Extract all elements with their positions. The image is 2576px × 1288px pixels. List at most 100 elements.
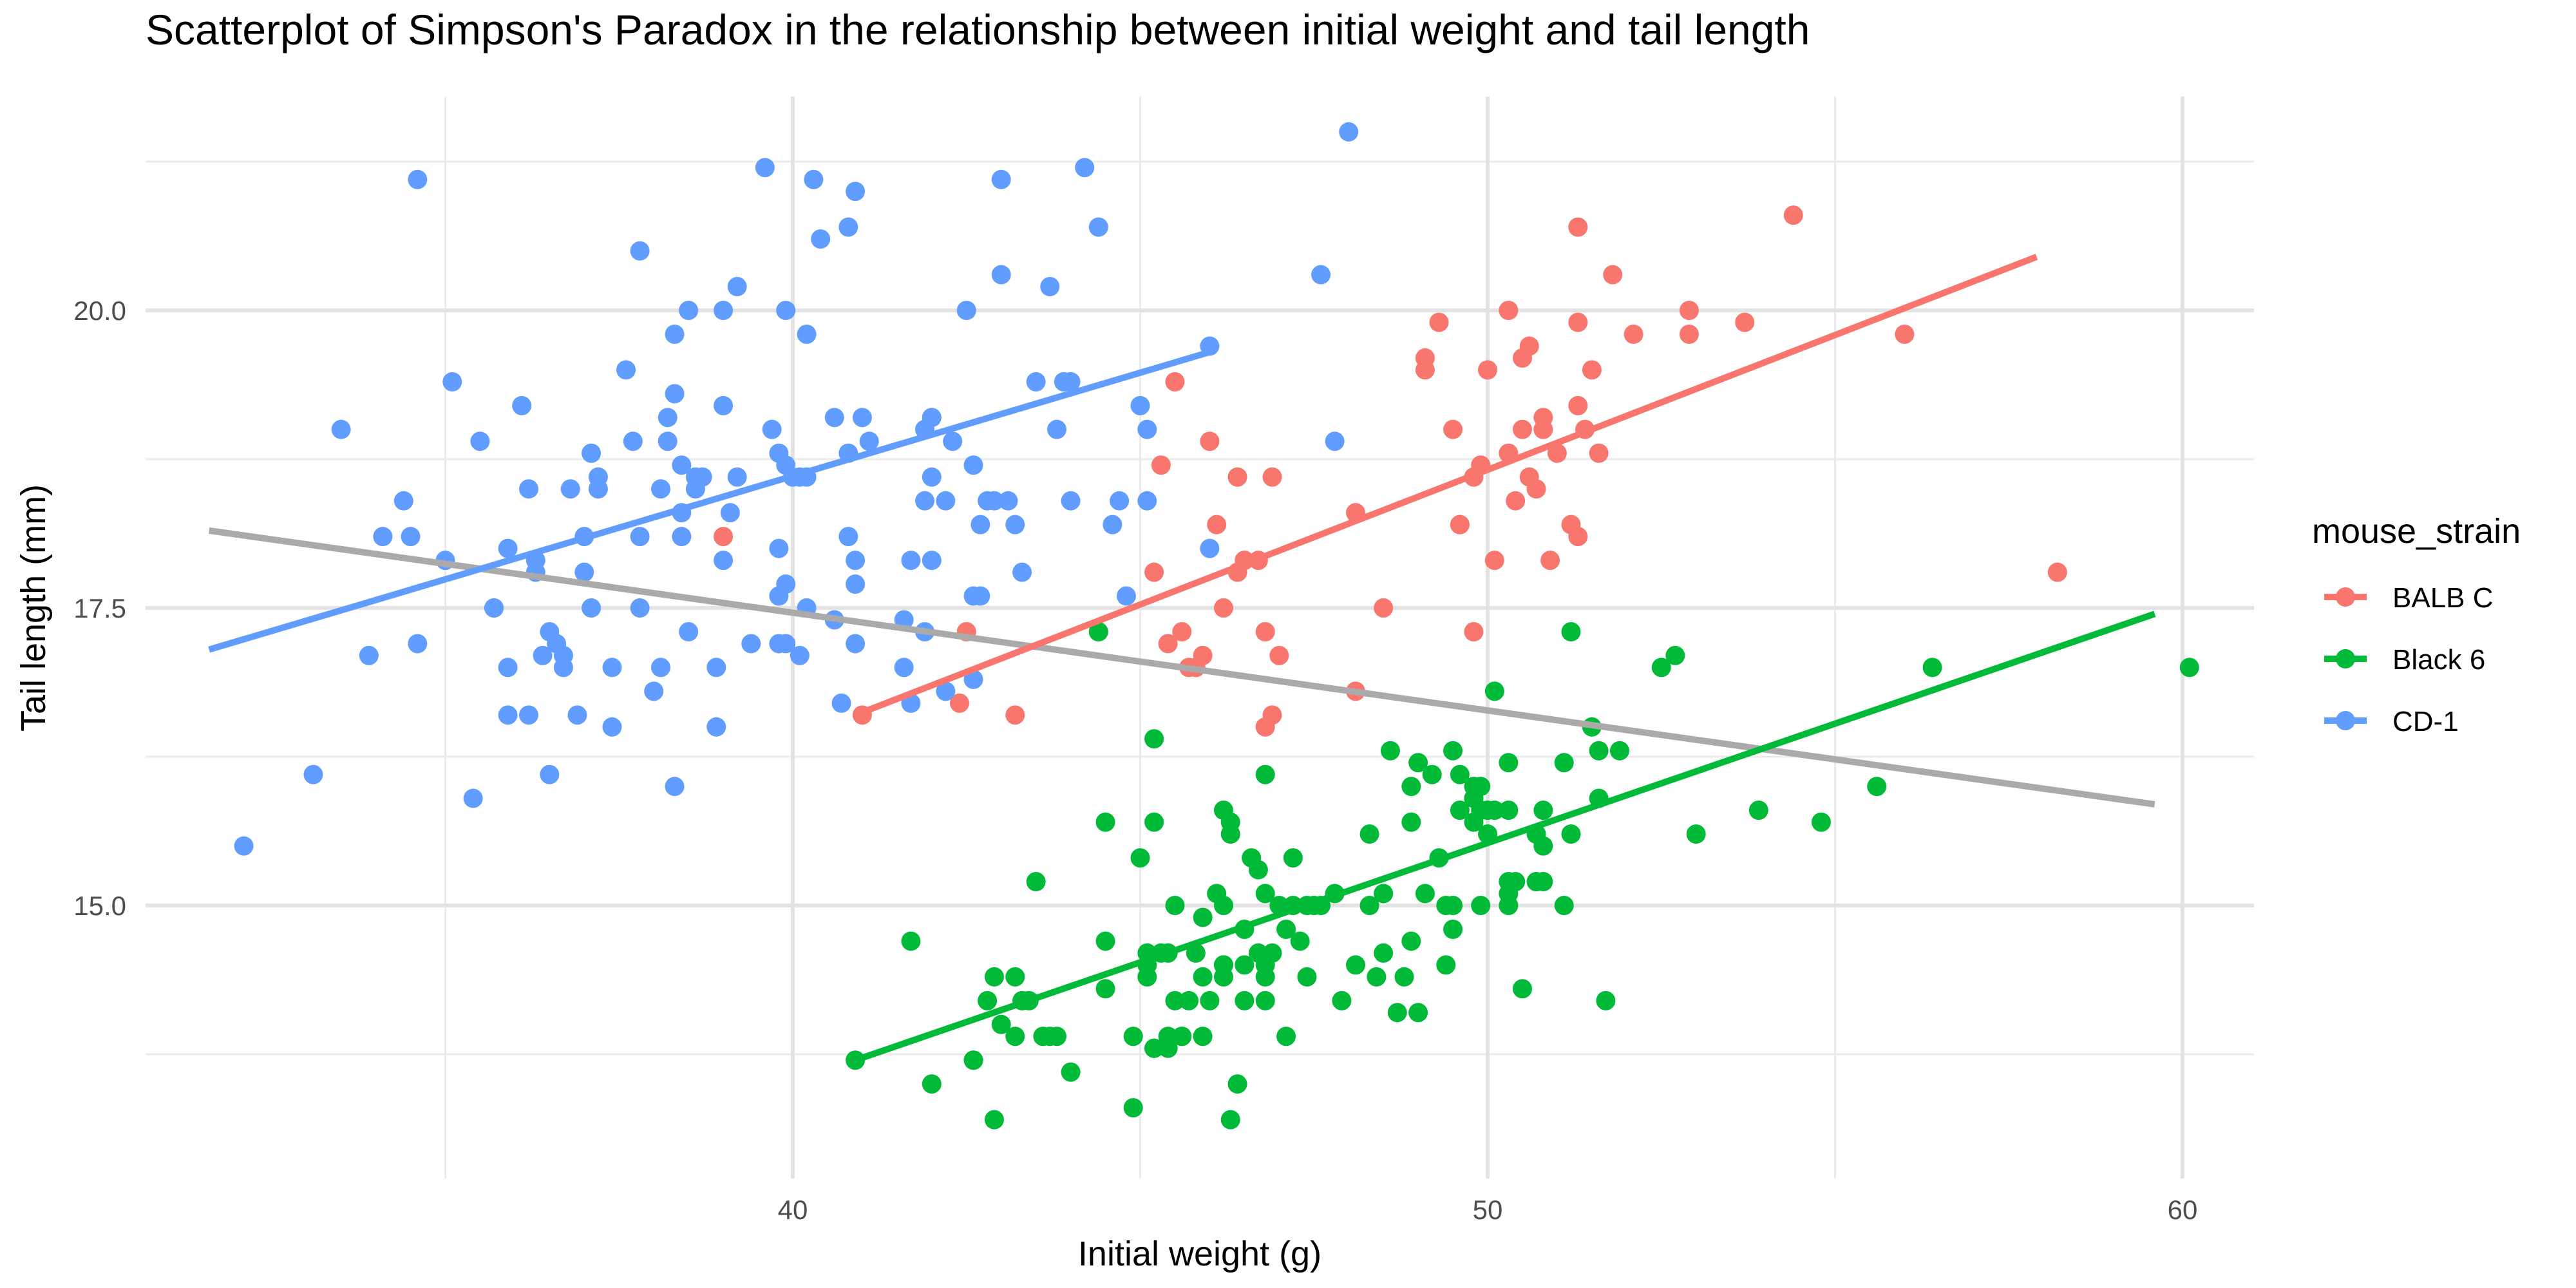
data-point [1235, 990, 1255, 1010]
data-point [1207, 515, 1227, 535]
data-point [1012, 562, 1032, 582]
data-point [1484, 551, 1504, 571]
data-point [776, 301, 796, 320]
data-point [797, 324, 817, 344]
data-point [1499, 800, 1519, 820]
data-point [1095, 812, 1115, 832]
data-point [1165, 990, 1185, 1010]
data-point [1443, 741, 1463, 761]
data-point [679, 301, 699, 320]
data-point [1596, 990, 1616, 1010]
data-point [1401, 777, 1421, 797]
data-point [984, 491, 1004, 511]
data-point [1220, 1110, 1240, 1130]
data-point [714, 301, 734, 320]
data-point [714, 551, 734, 571]
data-point [1193, 645, 1213, 665]
data-point [769, 538, 789, 558]
data-point [1748, 800, 1768, 820]
data-point [553, 658, 573, 677]
data-point [956, 301, 976, 320]
data-point [1311, 265, 1331, 285]
data-point [1415, 360, 1435, 380]
data-point [1471, 896, 1491, 915]
data-point [1895, 324, 1915, 344]
data-point [1325, 431, 1345, 451]
data-point [630, 527, 650, 547]
data-point [838, 527, 858, 547]
data-point [727, 467, 747, 487]
data-point [1554, 753, 1574, 773]
data-point [540, 764, 560, 784]
data-point [1137, 967, 1157, 987]
data-point [1512, 979, 1532, 999]
data-point [714, 395, 734, 415]
data-point [582, 443, 601, 463]
data-point [484, 598, 504, 618]
data-point [1095, 979, 1115, 999]
data-point [1686, 824, 1706, 844]
data-point [1262, 467, 1282, 487]
data-point [1374, 598, 1394, 618]
data-point [1359, 824, 1379, 844]
data-point [1144, 562, 1164, 582]
data-point [373, 527, 393, 547]
legend-entry: CD-1 [2324, 706, 2459, 737]
data-point [1213, 598, 1233, 618]
data-point [1394, 967, 1414, 987]
data-point [1123, 1098, 1143, 1118]
data-point [1499, 753, 1519, 773]
data-point [650, 658, 670, 677]
data-point [1103, 515, 1122, 535]
legend-key-point [2336, 711, 2355, 730]
data-point [1665, 645, 1685, 665]
data-point [665, 384, 685, 404]
data-point [1248, 860, 1268, 880]
data-point [1255, 764, 1275, 784]
data-point [1568, 527, 1588, 547]
data-point [984, 967, 1004, 987]
data-point [1200, 538, 1220, 558]
y-axis-title: Tail length (mm) [14, 484, 53, 732]
data-point [1005, 967, 1025, 987]
data-point [1374, 884, 1394, 904]
data-point [1367, 967, 1387, 987]
series-black-6 [846, 621, 2199, 1130]
data-point [408, 634, 428, 654]
data-point [1339, 122, 1359, 142]
data-point [1464, 621, 1484, 641]
data-point [1679, 301, 1699, 320]
data-point [1110, 491, 1130, 511]
data-point [470, 431, 490, 451]
data-point [1200, 990, 1220, 1010]
data-point [991, 169, 1011, 189]
data-point [692, 467, 712, 487]
y-tick-label: 20.0 [73, 296, 126, 326]
data-point [1478, 360, 1497, 380]
data-point [1130, 395, 1150, 415]
data-point [1526, 479, 1546, 499]
legend-entry: Black 6 [2324, 644, 2485, 676]
data-point [1005, 705, 1025, 725]
data-point [1922, 658, 1942, 677]
data-point [623, 431, 643, 451]
data-point [442, 372, 462, 392]
y-tick-label: 17.5 [73, 593, 126, 623]
fit-line-black-6 [854, 611, 2156, 1063]
data-point [1506, 872, 1526, 892]
data-point [1443, 919, 1463, 939]
x-tick-label: 60 [2168, 1195, 2198, 1225]
data-point [1651, 658, 1671, 677]
data-point [582, 598, 601, 618]
data-point [679, 621, 699, 641]
fit-lines-layer [208, 254, 2156, 1063]
data-point [1158, 634, 1178, 654]
data-point [672, 527, 692, 547]
data-point [1061, 491, 1081, 511]
data-point [971, 586, 990, 606]
data-point [588, 467, 608, 487]
data-point [1227, 467, 1247, 487]
data-point [658, 408, 677, 428]
data-point [518, 705, 538, 725]
legend-label: Black 6 [2392, 644, 2485, 676]
